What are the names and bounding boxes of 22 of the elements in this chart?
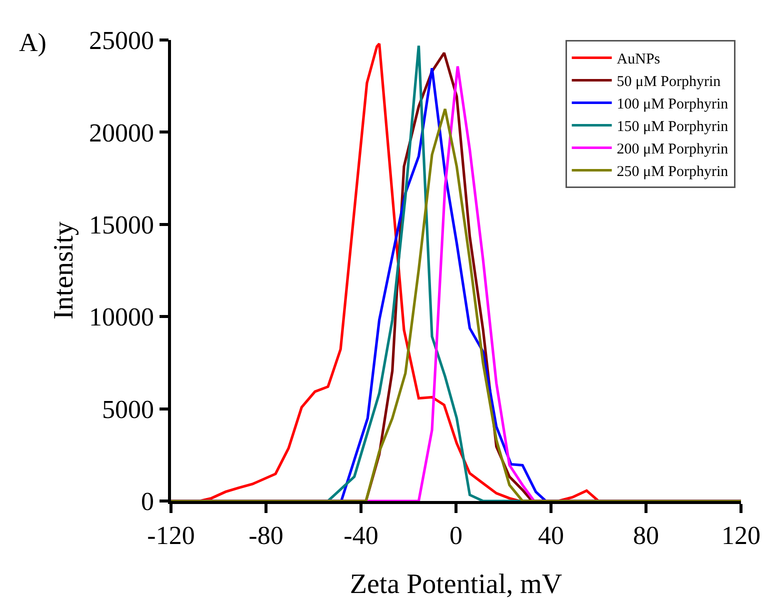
x-tick-label: 80: [633, 520, 659, 550]
legend-label: 200 μM Porphyrin: [616, 142, 729, 158]
y-tick-label: 15000: [89, 210, 154, 240]
text: A): [19, 28, 46, 57]
legend-label: 100 μM Porphyrin: [616, 96, 729, 113]
y-tick-label: 20000: [89, 118, 154, 148]
legend-label: 250 μM Porphyrin: [616, 164, 729, 180]
legend-label: 150 μM Porphyrin: [616, 119, 729, 136]
x-tick-label: -120: [147, 520, 195, 550]
x-tick-label: 0: [450, 520, 462, 550]
x-tick-label: -80: [248, 520, 284, 550]
x-tick-label: 120: [722, 520, 760, 550]
legend-label: 50 μM Porphyrin: [616, 74, 722, 90]
y-tick-label: 5000: [102, 394, 154, 424]
x-tick-label: -40: [344, 520, 378, 550]
x-axis-title: Zeta Potential, mV: [350, 569, 562, 600]
y-tick-label: 25000: [89, 26, 154, 56]
y-tick-label: 10000: [89, 302, 154, 332]
x-tick-label: 40: [538, 520, 564, 550]
legend-label: AuNPs: [616, 52, 660, 68]
y-tick-label: 0: [141, 487, 154, 516]
y-axis-title: Intensity: [48, 222, 80, 320]
